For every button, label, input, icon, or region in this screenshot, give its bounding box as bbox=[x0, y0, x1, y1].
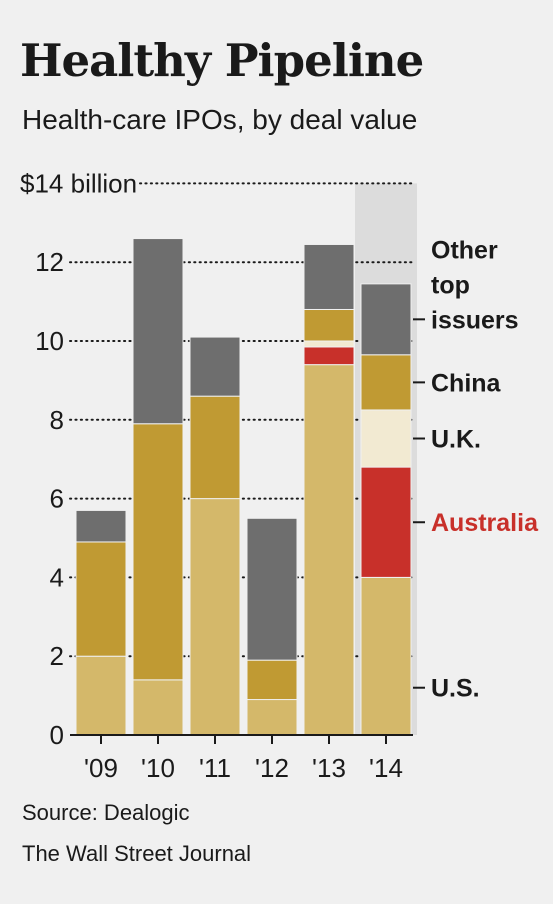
bar-segment bbox=[132, 238, 184, 425]
y-tick-label: 2 bbox=[50, 641, 64, 671]
publisher-credit: The Wall Street Journal bbox=[22, 841, 252, 866]
y-tick-label: $14 billion bbox=[20, 168, 137, 198]
y-tick-label: 12 bbox=[35, 247, 64, 277]
bar-segment bbox=[360, 283, 412, 356]
stacked-bar-chart: 0 2 4 6 8 10 12 $14 billion '09 '10 '11 '12 '13 '14 Y… bbox=[20, 168, 539, 790]
bar-segment bbox=[303, 346, 355, 366]
bar-segment bbox=[189, 336, 241, 397]
bar-segment bbox=[75, 541, 127, 657]
legend-label: U.S. bbox=[431, 675, 480, 703]
bar-segment bbox=[303, 308, 355, 342]
bar-segment bbox=[75, 655, 127, 736]
bar-segment bbox=[246, 517, 298, 661]
x-tick-label: '12 bbox=[255, 753, 289, 783]
legend-label: Australia bbox=[431, 509, 539, 537]
bar-segment bbox=[189, 498, 241, 736]
bar-segment bbox=[132, 423, 184, 681]
bar-segment bbox=[132, 679, 184, 736]
x-tick-label: '13 bbox=[312, 753, 346, 783]
legend-label: U.K. bbox=[431, 426, 481, 454]
chart-title: Healthy Pipeline bbox=[20, 34, 424, 87]
bar-segment bbox=[360, 409, 412, 468]
source-note: Source: Dealogic bbox=[22, 800, 190, 825]
y-tick-label: 6 bbox=[50, 484, 64, 514]
y-tick-label: 10 bbox=[35, 326, 64, 356]
y-tick-label: 0 bbox=[50, 720, 64, 750]
bar-segment bbox=[360, 466, 412, 578]
y-tick-label: 8 bbox=[50, 405, 64, 435]
legend-label: China bbox=[431, 369, 502, 397]
bar-segment bbox=[189, 395, 241, 500]
x-tick-sublabel: YTD bbox=[360, 789, 412, 790]
x-tick-label: '11 bbox=[199, 753, 231, 783]
x-tick-label: '10 bbox=[141, 753, 175, 783]
y-tick-label: 4 bbox=[50, 562, 64, 592]
chart-subtitle: Health-care IPOs, by deal value bbox=[22, 104, 418, 135]
bar-segment bbox=[246, 659, 298, 701]
bar-segment bbox=[360, 354, 412, 411]
bar-segment bbox=[303, 243, 355, 310]
x-tick-label: '09 bbox=[84, 753, 118, 783]
bar-segment bbox=[75, 509, 127, 543]
bar-segment bbox=[303, 364, 355, 736]
bar-segment bbox=[360, 576, 412, 736]
legend-label: Other top issuers bbox=[431, 236, 519, 334]
bar-segment bbox=[303, 340, 355, 348]
x-tick-label: '14 bbox=[369, 753, 403, 783]
bar-segment bbox=[246, 699, 298, 736]
